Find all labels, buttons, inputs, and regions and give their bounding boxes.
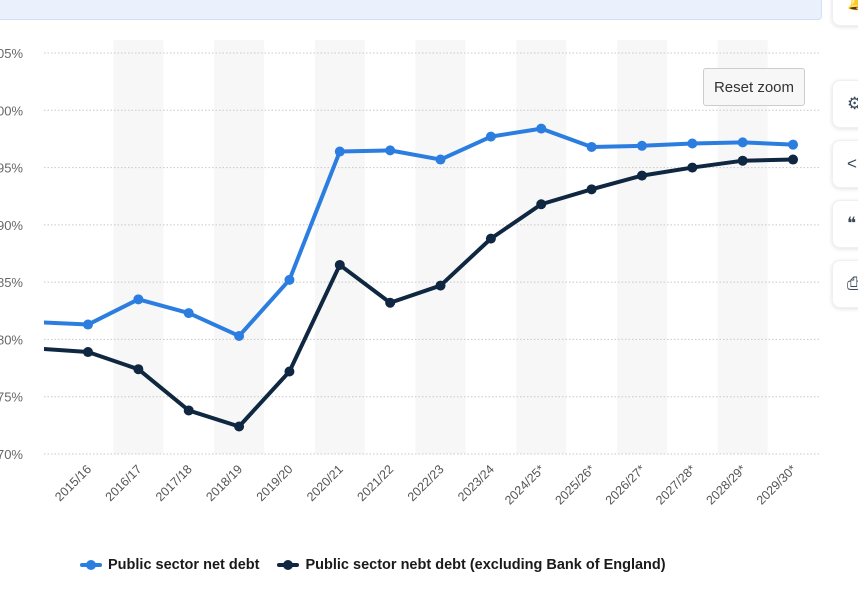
legend-item-net-debt-excl-boe[interactable]: Public sector nebt debt (excluding Bank … bbox=[277, 557, 666, 573]
series-2 bbox=[44, 154, 799, 432]
series-line bbox=[44, 157, 794, 429]
x-tick-label: 2016/17 bbox=[103, 462, 145, 504]
column-band bbox=[616, 40, 667, 454]
quote-button[interactable]: ❝ bbox=[832, 200, 858, 248]
data-point bbox=[234, 421, 245, 432]
x-tick-label: 2017/18 bbox=[153, 462, 195, 504]
data-point bbox=[788, 154, 799, 165]
x-tick-label: 2022/23 bbox=[405, 462, 447, 504]
x-tick-label: 2024/25* bbox=[502, 462, 547, 507]
x-tick-label: 2025/26* bbox=[552, 462, 597, 507]
data-point bbox=[586, 184, 597, 195]
data-point bbox=[334, 146, 345, 157]
top-info-bar bbox=[0, 0, 822, 20]
data-point bbox=[133, 364, 144, 375]
x-tick-label: 2015/16 bbox=[52, 462, 94, 504]
data-point bbox=[435, 280, 446, 291]
series-1 bbox=[44, 123, 799, 341]
data-point bbox=[234, 330, 245, 341]
data-point bbox=[183, 405, 194, 416]
bell-button[interactable]: 🔔 bbox=[832, 0, 858, 26]
y-tick-label: 75% bbox=[0, 390, 23, 405]
data-point bbox=[183, 308, 194, 319]
data-point bbox=[788, 139, 799, 150]
data-point bbox=[133, 294, 144, 305]
data-point bbox=[284, 366, 295, 377]
data-point bbox=[687, 138, 698, 149]
data-point bbox=[485, 131, 496, 142]
y-tick-label: 100% bbox=[0, 103, 23, 118]
x-tick-label: 2023/24 bbox=[455, 462, 497, 504]
legend-label: Public sector net debt bbox=[108, 557, 260, 573]
data-point bbox=[737, 137, 748, 148]
x-tick-label: 2019/20 bbox=[254, 462, 296, 504]
column-band bbox=[314, 40, 365, 454]
quote-icon: ❝ bbox=[847, 214, 857, 233]
x-tick-label: 2021/22 bbox=[354, 462, 396, 504]
gear-button[interactable]: ⚙ bbox=[832, 80, 858, 128]
data-point bbox=[536, 123, 547, 134]
data-point bbox=[536, 199, 547, 210]
column-band bbox=[415, 40, 466, 454]
data-point bbox=[636, 140, 647, 151]
data-point bbox=[485, 233, 496, 244]
data-point bbox=[334, 259, 345, 270]
gear-icon: ⚙ bbox=[847, 94, 858, 113]
legend-symbol bbox=[277, 558, 300, 572]
data-point bbox=[284, 274, 295, 285]
x-tick-label: 2027/28* bbox=[653, 462, 698, 507]
print-button[interactable]: ⎙ bbox=[832, 260, 858, 308]
y-tick-label: 85% bbox=[0, 275, 23, 290]
legend-label: Public sector nebt debt (excluding Bank … bbox=[305, 557, 666, 573]
data-point bbox=[586, 141, 597, 152]
legend-symbol bbox=[80, 558, 102, 572]
data-point bbox=[83, 319, 93, 330]
data-point bbox=[83, 347, 93, 358]
y-tick-label: 90% bbox=[0, 218, 23, 233]
data-point bbox=[385, 145, 396, 156]
column-band bbox=[717, 40, 768, 454]
reset-zoom-button[interactable]: Reset zoom bbox=[703, 68, 805, 106]
x-tick-label: 2028/29* bbox=[704, 462, 749, 507]
legend: Public sector net debt Public sector neb… bbox=[80, 557, 666, 573]
y-tick-label: 70% bbox=[0, 447, 23, 462]
column-band bbox=[214, 40, 265, 454]
x-tick-label: 2018/19 bbox=[203, 462, 245, 504]
legend-item-net-debt[interactable]: Public sector net debt bbox=[80, 557, 259, 573]
data-point bbox=[636, 170, 647, 181]
column-band bbox=[113, 40, 164, 454]
y-tick-label: 80% bbox=[0, 332, 23, 347]
bell-icon: 🔔 bbox=[847, 0, 858, 11]
data-point bbox=[737, 155, 748, 166]
data-point bbox=[385, 297, 396, 308]
data-point bbox=[435, 154, 446, 165]
share-button[interactable]: < bbox=[832, 140, 858, 188]
series-line bbox=[44, 126, 794, 338]
print-icon: ⎙ bbox=[847, 274, 858, 293]
data-point bbox=[687, 162, 698, 173]
y-tick-label: 105% bbox=[0, 46, 23, 61]
x-tick-label: 2020/21 bbox=[304, 462, 346, 504]
share-icon: < bbox=[847, 154, 857, 173]
column-band bbox=[516, 40, 567, 454]
y-tick-label: 95% bbox=[0, 161, 23, 176]
x-tick-label: 2029/30* bbox=[754, 462, 799, 507]
x-tick-label: 2026/27* bbox=[603, 462, 648, 507]
